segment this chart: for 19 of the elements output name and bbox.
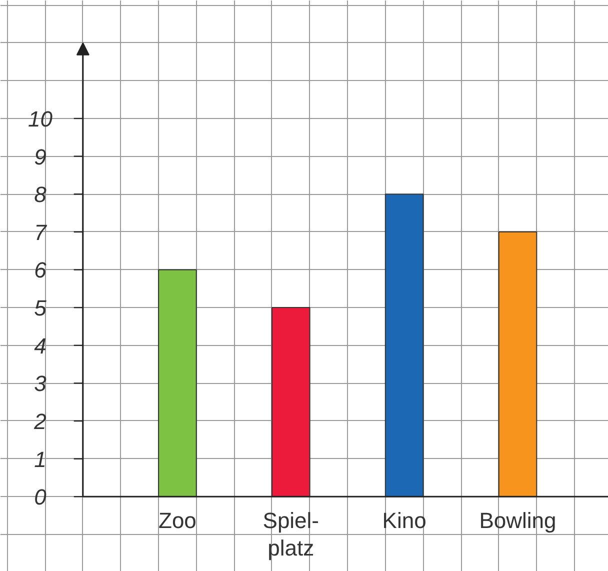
bar [271, 307, 310, 498]
bar [158, 269, 197, 498]
x-tick-label: Bowling [479, 508, 556, 533]
y-tick-label: 6 [34, 258, 48, 283]
bar [498, 231, 538, 498]
y-tick-label: 0 [34, 484, 48, 510]
y-tick-label: 4 [34, 333, 46, 358]
y-tick-label: 3 [34, 371, 48, 396]
y-tick-label: 10 [28, 106, 54, 132]
y-tick-label: 9 [34, 144, 46, 170]
x-tick-label: Zoo [158, 508, 196, 533]
y-tick-label: 1 [34, 446, 46, 472]
y-tick-label: 2 [33, 409, 46, 434]
y-tick-label: 5 [34, 296, 48, 321]
x-tick-label: Spiel- platz [262, 508, 320, 560]
x-tick-label: Kino [382, 508, 426, 533]
y-tick-label: 8 [34, 182, 48, 208]
y-tick-label: 7 [34, 220, 48, 245]
bar [384, 194, 424, 498]
